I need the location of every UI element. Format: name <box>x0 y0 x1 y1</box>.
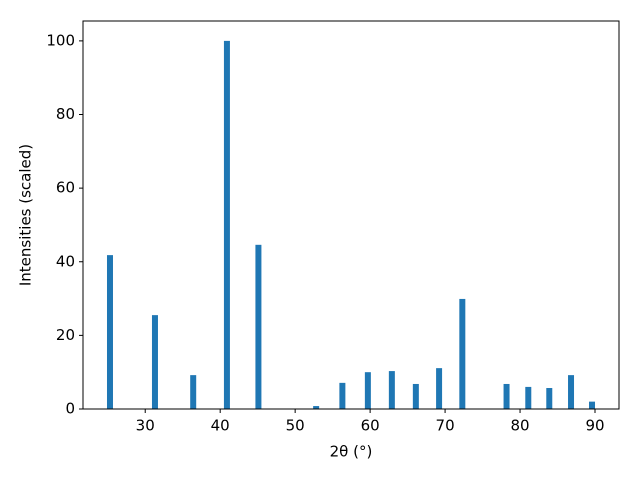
bar <box>568 375 575 409</box>
x-tick-label: 50 <box>286 417 305 435</box>
y-tick-label: 40 <box>56 252 75 270</box>
x-tick-label: 70 <box>436 417 455 435</box>
y-tick-label: 80 <box>56 105 75 123</box>
bar <box>503 383 510 409</box>
bar <box>436 368 443 409</box>
bar <box>106 255 113 409</box>
y-tick-label: 100 <box>46 31 75 49</box>
y-tick-label: 20 <box>56 326 75 344</box>
bar <box>151 315 158 409</box>
y-axis-label: Intensities (scaled) <box>17 144 35 286</box>
x-tick-label: 90 <box>585 417 604 435</box>
x-tick-label: 30 <box>136 417 155 435</box>
bar <box>589 401 596 409</box>
bar <box>339 382 346 409</box>
bar <box>525 386 532 409</box>
bar <box>364 372 371 409</box>
bar <box>412 383 419 409</box>
bar <box>459 298 466 409</box>
x-tick-label: 80 <box>510 417 529 435</box>
bar <box>223 40 230 409</box>
x-axis-label: 2θ (°) <box>330 443 373 461</box>
bar <box>190 375 197 409</box>
bar <box>388 371 395 409</box>
plot-frame <box>82 20 620 410</box>
bar <box>546 388 553 409</box>
bar <box>255 244 262 409</box>
y-tick-label: 0 <box>65 400 75 418</box>
x-tick-label: 40 <box>211 417 230 435</box>
bar <box>313 406 320 409</box>
y-tick-label: 60 <box>56 179 75 197</box>
x-tick-label: 60 <box>361 417 380 435</box>
